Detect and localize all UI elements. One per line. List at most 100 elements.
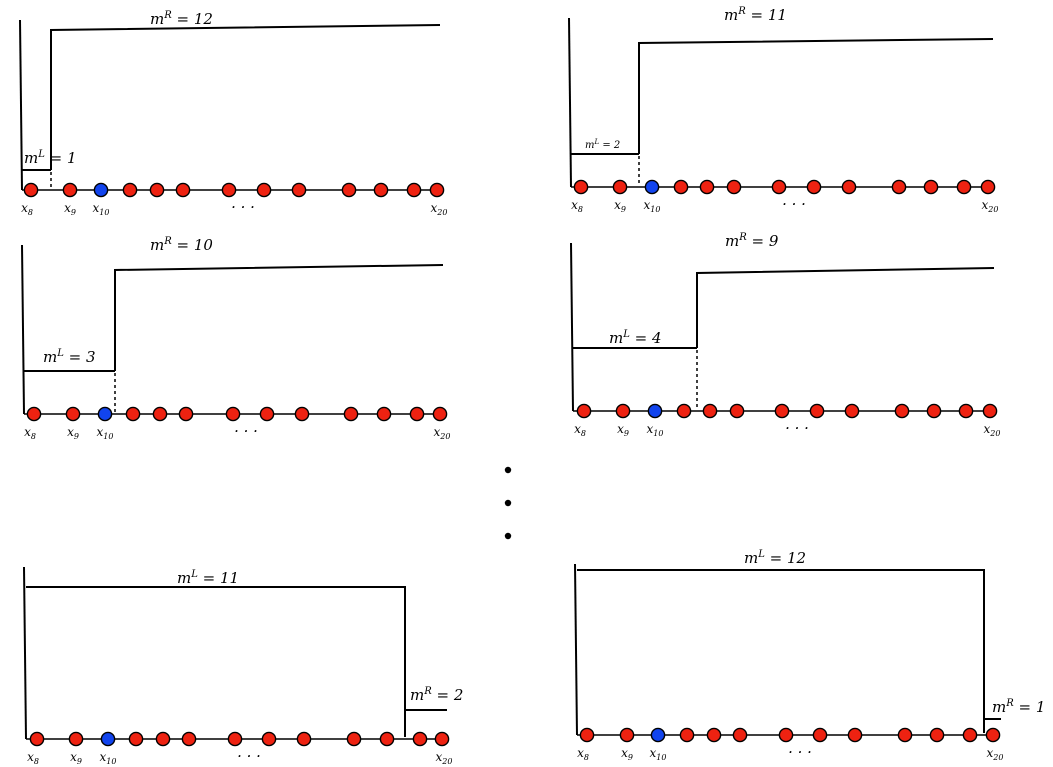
node bbox=[259, 406, 275, 422]
panel-4: mL = 4 mR = 9 x8 x9 x10 x20 · · · bbox=[570, 232, 1001, 438]
node-label-x8: x8 bbox=[574, 422, 586, 438]
node bbox=[573, 179, 589, 195]
vertical-ellipsis-dot bbox=[504, 499, 512, 507]
vertical-ellipsis bbox=[504, 466, 512, 540]
node bbox=[178, 406, 194, 422]
left-count-label: mL = 11 bbox=[177, 569, 239, 587]
node-label-x10: x10 bbox=[650, 746, 667, 762]
node bbox=[409, 406, 425, 422]
left-count-label: mL = 12 bbox=[744, 549, 806, 567]
node bbox=[806, 179, 822, 195]
right-count-label: mR = 2 bbox=[410, 686, 463, 704]
node bbox=[68, 731, 84, 747]
node bbox=[429, 182, 445, 198]
vertical-ellipsis-dot bbox=[504, 466, 512, 474]
node-label-x9: x9 bbox=[614, 198, 626, 214]
node bbox=[958, 403, 974, 419]
node-highlighted bbox=[100, 731, 116, 747]
node-label-x20: x20 bbox=[987, 746, 1004, 762]
node bbox=[809, 403, 825, 419]
node bbox=[65, 406, 81, 422]
node-highlighted bbox=[644, 179, 660, 195]
left-vertical-boundary bbox=[574, 563, 578, 736]
node bbox=[844, 403, 860, 419]
node bbox=[841, 179, 857, 195]
vertical-ellipsis-dot bbox=[504, 532, 512, 540]
node-label-x9: x9 bbox=[70, 750, 82, 766]
node bbox=[296, 731, 312, 747]
node bbox=[376, 406, 392, 422]
node bbox=[341, 182, 357, 198]
node-label-x10: x10 bbox=[644, 198, 661, 214]
node bbox=[181, 731, 197, 747]
node-label-x9: x9 bbox=[67, 425, 79, 441]
node bbox=[702, 403, 718, 419]
node bbox=[726, 179, 742, 195]
node-label-x9: x9 bbox=[64, 201, 76, 217]
node bbox=[679, 727, 695, 743]
node bbox=[152, 406, 168, 422]
node bbox=[155, 731, 171, 747]
left-count-label: mL = 2 bbox=[585, 138, 620, 151]
node-ellipsis: · · · bbox=[231, 198, 255, 216]
node bbox=[615, 403, 631, 419]
node-label-x10: x10 bbox=[97, 425, 114, 441]
left-vertical-boundary bbox=[23, 566, 27, 740]
node bbox=[774, 403, 790, 419]
right-step bbox=[114, 264, 444, 371]
node bbox=[706, 727, 722, 743]
node bbox=[227, 731, 243, 747]
node-highlighted bbox=[650, 727, 666, 743]
node-ellipsis: · · · bbox=[785, 419, 809, 437]
right-count-label: mR = 10 bbox=[150, 236, 213, 254]
node bbox=[221, 182, 237, 198]
node bbox=[778, 727, 794, 743]
node-highlighted bbox=[93, 182, 109, 198]
right-step bbox=[638, 38, 994, 154]
node-ellipsis: · · · bbox=[237, 747, 261, 765]
node-label-x20: x20 bbox=[434, 425, 451, 441]
node bbox=[676, 403, 692, 419]
node-highlighted bbox=[97, 406, 113, 422]
node bbox=[923, 179, 939, 195]
node bbox=[980, 179, 996, 195]
node bbox=[673, 179, 689, 195]
panel-3: mL = 3 mR = 10 x8 x9 x10 x20 · · · bbox=[21, 236, 451, 441]
node bbox=[771, 179, 787, 195]
left-vertical-boundary bbox=[568, 17, 572, 188]
node bbox=[732, 727, 748, 743]
right-count-label: mR = 9 bbox=[725, 232, 779, 250]
node-label-x9: x9 bbox=[617, 422, 629, 438]
node bbox=[175, 182, 191, 198]
node bbox=[125, 406, 141, 422]
left-vertical-boundary bbox=[570, 242, 574, 412]
right-step bbox=[696, 267, 995, 348]
node-label-x10: x10 bbox=[647, 422, 664, 438]
left-count-label: mL = 3 bbox=[43, 348, 96, 366]
right-step bbox=[50, 24, 441, 170]
node bbox=[434, 731, 450, 747]
node-label-x10: x10 bbox=[93, 201, 110, 217]
node bbox=[294, 406, 310, 422]
node bbox=[343, 406, 359, 422]
node bbox=[29, 731, 45, 747]
node bbox=[225, 406, 241, 422]
right-count-label: mR = 11 bbox=[724, 6, 787, 24]
node-label-x10: x10 bbox=[100, 750, 117, 766]
panel-2: mL = 2 mR = 11 x8 x9 x10 x20 · · · bbox=[568, 6, 998, 214]
node bbox=[929, 727, 945, 743]
right-count-label: mR = 12 bbox=[150, 10, 213, 28]
node-label-x8: x8 bbox=[27, 750, 39, 766]
node bbox=[847, 727, 863, 743]
panel-1: mL = 1 mR = 12 x8 x9 x10 x20 · · · bbox=[19, 10, 447, 217]
panel-6: mL = 12 mR = 1 x8 x9 x10 x20 · · · bbox=[574, 549, 1045, 762]
node bbox=[412, 731, 428, 747]
node bbox=[23, 182, 39, 198]
node-label-x20: x20 bbox=[984, 422, 1001, 438]
node bbox=[962, 727, 978, 743]
node bbox=[379, 731, 395, 747]
node bbox=[619, 727, 635, 743]
left-step bbox=[577, 569, 985, 733]
node bbox=[579, 727, 595, 743]
node bbox=[926, 403, 942, 419]
